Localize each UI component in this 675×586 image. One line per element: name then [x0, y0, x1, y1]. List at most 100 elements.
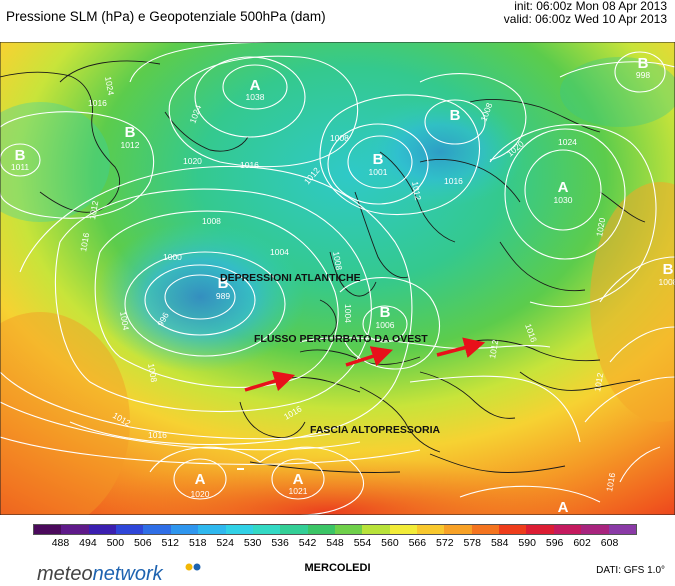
svg-text:1020: 1020 [183, 156, 202, 166]
colorbar-swatch [252, 525, 281, 534]
run-info: init: 06:00z Mon 08 Apr 2013 valid: 06:0… [504, 0, 667, 26]
data-source: DATI: GFS 1.0° [596, 565, 665, 576]
colorbar-swatch [389, 525, 418, 534]
colorbar-label: 494 [79, 537, 97, 549]
colorbar-label: 512 [161, 537, 180, 549]
colorbar-label: 572 [436, 537, 454, 549]
logo-dots-icon [185, 563, 201, 571]
colorbar-swatch [307, 525, 335, 534]
colorbar-label: 608 [600, 537, 619, 549]
svg-text:1001: 1001 [369, 167, 388, 177]
colorbar-label: 524 [216, 537, 234, 549]
colorbar-swatch [526, 525, 554, 534]
centre-marker: B [450, 107, 461, 124]
colorbar-swatch [581, 525, 609, 534]
colorbar-swatch [444, 525, 472, 534]
meteonetwork-logo: meteonetwork [37, 563, 163, 585]
svg-text:998: 998 [636, 70, 650, 80]
flow-arrow [345, 346, 393, 367]
svg-text:1016: 1016 [240, 160, 259, 170]
svg-text:A: A [293, 471, 304, 488]
svg-text:1006: 1006 [376, 320, 395, 330]
svg-text:1020: 1020 [594, 217, 607, 238]
svg-text:1024: 1024 [558, 137, 577, 147]
svg-text:1030: 1030 [554, 195, 573, 205]
svg-text:B: B [373, 151, 384, 168]
colorbar-swatch [170, 525, 199, 534]
svg-text:1038: 1038 [246, 92, 265, 102]
init-time: init: 06:00z Mon 08 Apr 2013 [514, 0, 667, 13]
svg-text:1000: 1000 [163, 252, 182, 262]
map-title: Pressione SLM (hPa) e Geopotenziale 500h… [6, 9, 326, 24]
colorbar-swatch [34, 525, 62, 534]
colorbar-swatch [61, 525, 89, 534]
svg-text:1011: 1011 [11, 162, 30, 172]
colorbar-label: 530 [243, 537, 262, 549]
colorbar-swatch [116, 525, 144, 534]
svg-text:1016: 1016 [444, 176, 463, 186]
annotation-westerly-flow: FLUSSO PERTURBATO DA OVEST [254, 333, 428, 345]
svg-text:B: B [15, 147, 26, 164]
svg-text:1012: 1012 [121, 140, 140, 150]
geopotential-colorbar [33, 524, 637, 535]
svg-text:1012: 1012 [410, 181, 423, 202]
svg-text:A: A [558, 179, 569, 196]
colorbar-swatch [88, 525, 117, 534]
svg-text:B: B [125, 124, 136, 141]
svg-text:1008: 1008 [331, 251, 344, 272]
svg-text:1012: 1012 [592, 372, 605, 393]
svg-text:B: B [380, 304, 391, 321]
flow-arrow [244, 370, 296, 392]
colorbar-swatch [553, 525, 582, 534]
svg-text:1012: 1012 [87, 200, 100, 221]
colorbar-label: 578 [463, 537, 482, 549]
colorbar-label: 488 [51, 537, 70, 549]
annotation-atlantic-lows: DEPRESSIONI ATLANTICHE [220, 272, 361, 284]
colorbar-swatch [143, 525, 171, 534]
colorbar-label: 500 [106, 537, 125, 549]
svg-text:A: A [558, 499, 569, 515]
centre-marker: A [558, 499, 569, 515]
colorbar-label: 548 [326, 537, 344, 549]
colorbar-swatch [280, 525, 308, 534]
svg-text:A: A [250, 77, 261, 94]
valid-time: valid: 06:00z Wed 10 Apr 2013 [503, 12, 667, 26]
colorbar-label: 602 [573, 537, 591, 549]
colorbar-label: 506 [134, 537, 152, 549]
svg-text:B: B [663, 261, 674, 278]
coastlines [0, 60, 646, 473]
svg-text:1016: 1016 [78, 232, 91, 253]
svg-text:B: B [450, 107, 461, 124]
annotations: DEPRESSIONI ATLANTICHE FLUSSO PERTURBATO… [220, 272, 441, 436]
colorbar-swatch [499, 525, 527, 534]
colorbar-swatch [334, 525, 363, 534]
flow-arrows [244, 337, 486, 392]
colorbar-swatch [198, 525, 226, 534]
colorbar-label: 536 [271, 537, 289, 549]
svg-text:1020: 1020 [191, 489, 210, 499]
forecast-day: MERCOLEDI [304, 562, 371, 574]
colorbar-label: 554 [353, 537, 372, 549]
svg-text:1004: 1004 [343, 304, 353, 323]
colorbar-label: 518 [188, 537, 207, 549]
svg-text:989: 989 [216, 291, 230, 301]
svg-text:1008: 1008 [330, 133, 349, 143]
colorbar-labels: 488 494 500 506 512 518 524 530 536 542 548 554 560 5… [33, 537, 637, 551]
colorbar-swatch [362, 525, 390, 534]
colorbar-label: 596 [545, 537, 564, 549]
svg-text:1012: 1012 [487, 339, 500, 360]
svg-text:1008: 1008 [146, 363, 159, 384]
svg-text:1004: 1004 [270, 247, 289, 257]
colorbar-label: 590 [518, 537, 536, 549]
